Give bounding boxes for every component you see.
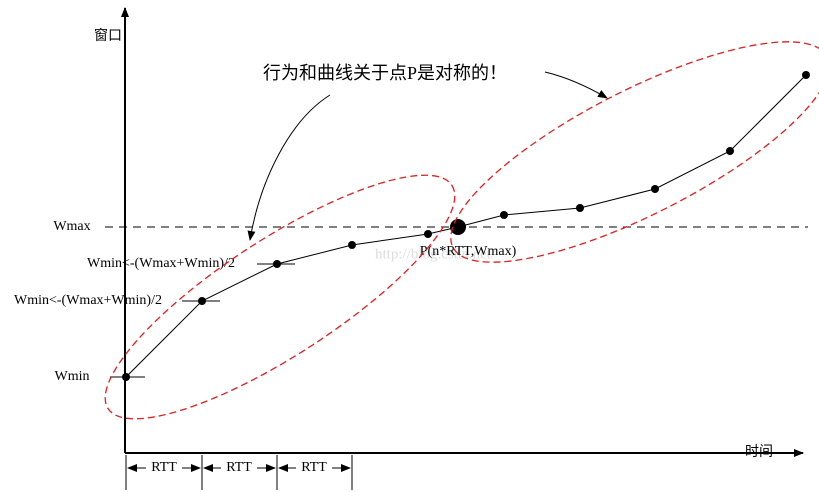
- rtt-label: RTT: [151, 460, 177, 475]
- rtt-label: RTT: [226, 460, 252, 475]
- wmin-label: Wmin: [55, 369, 90, 384]
- x-axis-label: 时间: [745, 444, 773, 460]
- annotation-arrow: [544, 71, 608, 99]
- annotation: 行为和曲线关于点P是对称的！: [263, 63, 507, 83]
- update-label: Wmin<-(Wmax+Wmin)/2: [87, 256, 235, 271]
- update-label: Wmin<-(Wmax+Wmin)/2: [14, 293, 162, 308]
- y-axis-label: 窗口: [94, 27, 122, 44]
- point-label: P(n*RTT,Wmax): [420, 244, 517, 259]
- curve: [125, 74, 807, 378]
- rtt-brackets: [125, 455, 353, 490]
- points: [122, 71, 810, 381]
- annotation-arrow: [247, 94, 331, 241]
- wmax-label: Wmax: [53, 219, 90, 234]
- ellipse: [104, 174, 456, 420]
- rtt-label: RTT: [301, 460, 327, 475]
- ellipse: [450, 41, 819, 263]
